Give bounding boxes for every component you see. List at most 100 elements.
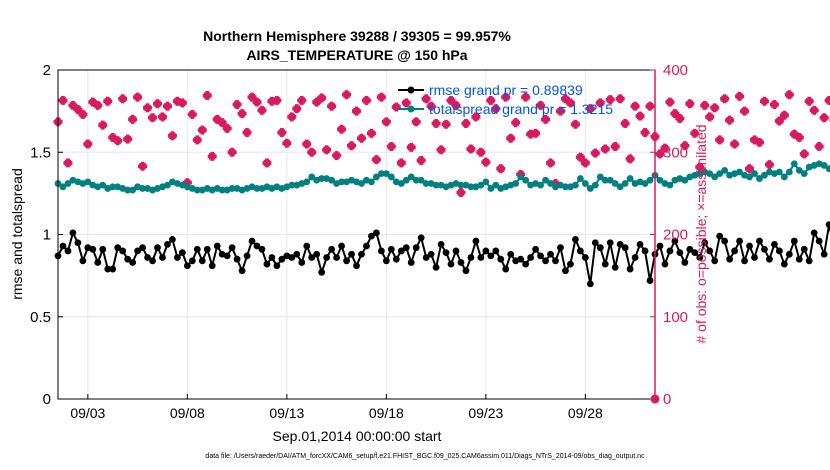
totalspread-point [621,180,629,187]
rmse-point [114,244,122,252]
obs-count-marker [754,137,764,147]
obs-count-marker [416,155,426,165]
obs-count-marker [332,151,342,161]
rmse-point [691,249,699,256]
obs-count-marker [491,104,501,114]
totalspread-point [402,176,410,184]
totalspread-point [373,173,380,181]
rmse-point [636,240,644,248]
rmse-point [472,237,480,245]
rmse-point [452,247,460,255]
rmse-point [89,245,97,253]
obs-count-marker [93,100,103,110]
y-tick-label-right: 0 [663,391,671,408]
rmse-point [333,254,340,261]
obs-count-marker [182,178,192,188]
rmse-point [492,247,500,255]
rmse-point [382,257,390,265]
rmse-point [243,252,251,260]
obs-count-marker [212,114,222,124]
obs-count-marker [376,92,386,102]
obs-count-marker [546,158,556,168]
obs-count-marker [705,112,715,122]
totalspread-point [756,175,763,182]
rmse-point [268,254,276,261]
obs-count-marker [496,164,506,174]
obs-count-marker [690,128,700,138]
legend-rmse-label: rmse grand pr = 0.89839 [429,82,583,98]
rmse-point [666,247,674,255]
totalspread-point [129,186,137,194]
totalspread-point [706,170,714,178]
totalspread-point [761,171,768,179]
rmse-point [164,240,171,248]
obs-count-marker [396,158,406,168]
totalspread-point [572,181,579,189]
totalspread-point [512,180,520,187]
obs-count-marker [282,138,292,148]
obs-count-marker [262,158,272,168]
rmse-point [353,262,360,270]
rmse-point [119,247,127,255]
obs-count-marker [297,95,307,105]
rmse-point [253,242,261,250]
y-tick-label-right: 300 [663,144,688,161]
chart-title-line-2: AIRS_TEMPERATURE @ 150 hPa [246,47,467,63]
totalspread-point [780,173,788,181]
obs-count-marker [446,95,456,105]
totalspread-point [522,176,530,184]
rmse-point [64,247,72,255]
y-tick-label-left: 0 [43,391,51,408]
rmse-point [626,265,634,273]
obs-count-marker [58,95,68,105]
totalspread-point [109,183,117,191]
obs-count-marker [750,135,759,145]
totalspread-point [716,170,724,178]
rmse-point [785,250,793,258]
rmse-point [790,237,798,245]
rmse-point [59,242,67,250]
totalspread-point [721,166,729,174]
obs-count-marker [466,144,476,154]
obs-count-marker [277,128,287,138]
totalspread-point [64,180,72,187]
obs-count-marker [600,144,610,154]
x-tick-label: 09/18 [369,405,404,421]
obs-count-marker [257,105,267,115]
rmse-point [303,242,311,250]
rmse-point [681,259,689,266]
obs-count-marker [192,135,202,145]
rmse-point [795,255,803,263]
obs-count-marker [68,100,78,110]
rmse-point [144,254,151,261]
obs-count-marker [710,103,720,113]
rmse-point [328,245,336,253]
rmse-point [203,245,211,253]
rmse-point [432,264,440,271]
obs-count-marker [565,98,575,108]
rmse-point [756,237,763,245]
rmse-point [104,265,112,273]
obs-count-marker [625,154,635,164]
totalspread-point [581,180,589,187]
rmse-point [343,257,350,265]
rmse-point [761,245,768,253]
obs-count-marker [202,90,212,100]
rmse-point [552,257,559,265]
rmse-point [392,255,400,263]
rmse-point [601,260,609,268]
totalspread-point [711,173,719,181]
obs-count-marker [143,103,153,113]
obs-count-marker [237,109,247,119]
obs-count-marker [98,120,108,130]
obs-count-marker [187,109,197,119]
totalspread-point [820,162,828,169]
obs-count-marker [486,95,496,105]
rmse-point [656,242,664,250]
rmse-point [820,250,828,258]
obs-count-marker [381,117,391,127]
obs-count-marker [242,128,252,138]
rmse-point [780,260,788,268]
obs-count-marker [456,188,466,198]
y-tick-label-left: 1 [43,227,51,244]
